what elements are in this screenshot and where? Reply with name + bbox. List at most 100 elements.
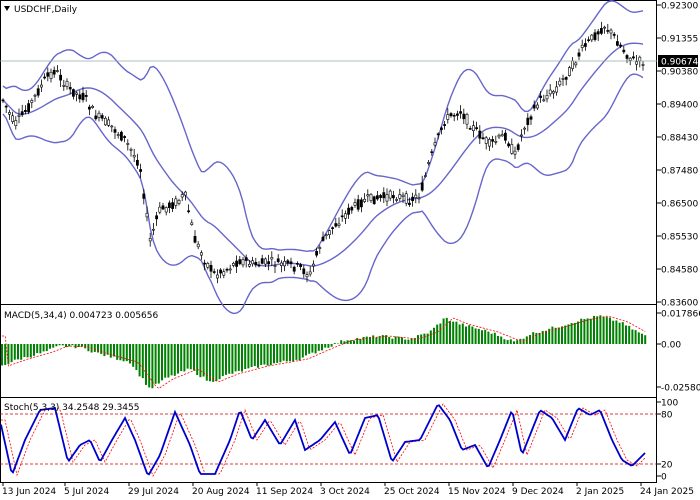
candle-body bbox=[526, 117, 530, 125]
candle-body bbox=[382, 192, 386, 199]
candle-body bbox=[100, 115, 104, 119]
candle-body bbox=[244, 257, 248, 261]
candle-body bbox=[516, 144, 520, 150]
candle-body bbox=[587, 39, 591, 42]
macd-bar bbox=[74, 344, 77, 349]
macd-bar bbox=[516, 340, 519, 344]
macd-bar bbox=[362, 336, 365, 344]
candle-body bbox=[219, 269, 223, 274]
macd-bar bbox=[29, 344, 32, 358]
candle-body bbox=[577, 52, 581, 57]
candle-body bbox=[308, 271, 312, 275]
macd-bar bbox=[548, 328, 551, 344]
candle-body bbox=[491, 139, 495, 142]
candle-body bbox=[126, 143, 130, 145]
macd-bar bbox=[250, 344, 253, 367]
macd-bar bbox=[170, 344, 173, 376]
candle-body bbox=[145, 212, 149, 218]
candle-body bbox=[583, 43, 587, 47]
candle-body bbox=[260, 258, 264, 264]
candle-body bbox=[11, 115, 15, 122]
macd-bar bbox=[141, 344, 144, 379]
stoch-main-line bbox=[0, 404, 646, 476]
candle-body bbox=[398, 194, 402, 199]
macd-bar bbox=[612, 320, 615, 344]
candle-body bbox=[465, 114, 469, 125]
macd-bar bbox=[202, 344, 205, 377]
time-axis-label: 5 Jul 2024 bbox=[64, 487, 109, 497]
candle-body bbox=[318, 247, 322, 249]
candle-body bbox=[196, 243, 200, 248]
candle-body bbox=[295, 262, 299, 265]
macd-bar bbox=[519, 338, 522, 344]
candle-body bbox=[631, 56, 635, 59]
time-axis-label: 2 Jan 2025 bbox=[576, 487, 624, 497]
macd-bar bbox=[33, 344, 35, 356]
macd-bar bbox=[113, 344, 115, 357]
macd-bar bbox=[65, 344, 67, 348]
price-axis-label: 0.89400 bbox=[661, 101, 698, 111]
macd-bar bbox=[253, 344, 256, 367]
candle-body bbox=[75, 92, 79, 95]
macd-bar bbox=[260, 344, 263, 366]
macd-bar bbox=[340, 340, 343, 344]
candle-body bbox=[200, 252, 203, 256]
candle-body bbox=[612, 33, 616, 36]
candle-body bbox=[286, 260, 290, 264]
candle-body bbox=[603, 26, 607, 29]
macd-bar bbox=[292, 344, 295, 362]
macd-bar bbox=[36, 344, 39, 354]
macd-bar bbox=[541, 331, 544, 344]
macd-bar bbox=[93, 344, 96, 352]
candle-body bbox=[407, 202, 411, 205]
price-axis-label: 0.85530 bbox=[661, 233, 698, 243]
macd-bar bbox=[225, 344, 227, 375]
candle-body bbox=[177, 199, 181, 204]
macd-bar bbox=[487, 331, 490, 344]
stoch-axis-label: 80 bbox=[661, 411, 673, 421]
candle-body bbox=[475, 127, 479, 130]
candle-body bbox=[510, 144, 514, 154]
candle-body bbox=[353, 202, 357, 206]
macd-bar bbox=[71, 344, 74, 346]
macd-bar bbox=[324, 344, 327, 348]
macd-bar bbox=[49, 344, 51, 349]
candle-body bbox=[91, 105, 95, 108]
macd-bar bbox=[509, 339, 512, 344]
candle-body bbox=[379, 195, 383, 198]
macd-bar bbox=[637, 332, 640, 344]
candle-body bbox=[439, 127, 443, 131]
stoch-signal-line bbox=[1, 403, 646, 477]
macd-bar bbox=[279, 344, 282, 363]
candle-body bbox=[132, 155, 136, 158]
candle-body bbox=[276, 258, 280, 263]
candle-body bbox=[1, 99, 5, 102]
candle-body bbox=[590, 34, 594, 41]
candle-body bbox=[635, 61, 639, 65]
candle-body bbox=[33, 94, 37, 97]
macd-bar bbox=[506, 340, 509, 344]
macd-bar bbox=[301, 344, 304, 358]
candle-body bbox=[484, 137, 488, 144]
candle-body bbox=[190, 222, 194, 225]
candle-body bbox=[388, 190, 392, 199]
collapse-triangle-icon[interactable] bbox=[4, 6, 10, 11]
macd-bar bbox=[17, 344, 19, 360]
candle-body bbox=[292, 266, 296, 272]
macd-bar bbox=[135, 344, 138, 371]
macd-histogram bbox=[1, 315, 647, 389]
macd-bar bbox=[477, 328, 480, 344]
macd-bar bbox=[23, 344, 26, 358]
macd-bar bbox=[609, 317, 611, 344]
macd-bar bbox=[433, 327, 435, 344]
macd-bar bbox=[420, 334, 423, 344]
candle-body bbox=[558, 80, 562, 86]
macd-bar bbox=[180, 344, 183, 372]
candle-body bbox=[593, 32, 597, 40]
macd-bar bbox=[177, 344, 179, 374]
candle-body bbox=[311, 263, 315, 267]
candle-body bbox=[62, 85, 66, 87]
candle-body bbox=[305, 274, 309, 278]
candle-body bbox=[414, 194, 418, 199]
